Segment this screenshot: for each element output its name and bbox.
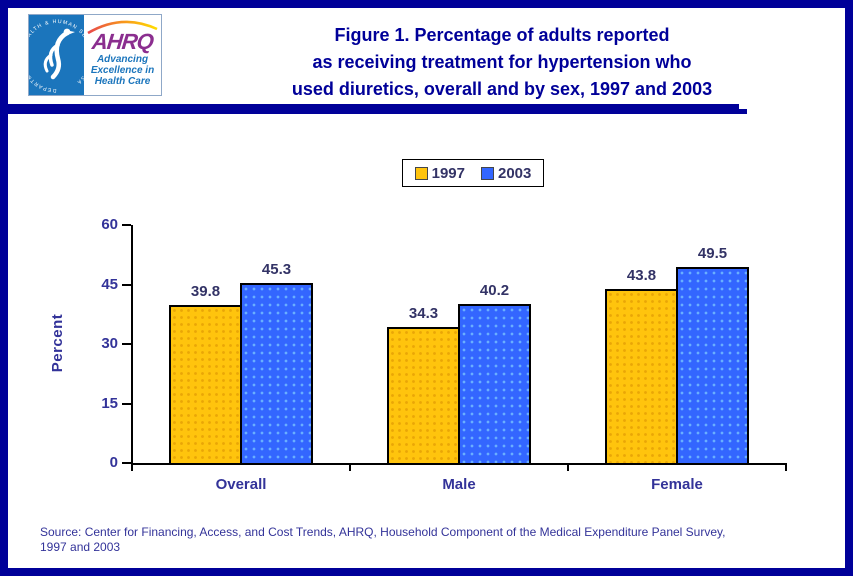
legend-swatch-1997 (414, 166, 428, 180)
ahrq-wordmark-block: AHRQ Advancing Excellence in Health Care (84, 15, 161, 95)
x-tick-0 (131, 465, 133, 471)
source-line-1: Source: Center for Financing, Access, an… (40, 525, 726, 539)
y-tick-label-15: 15 (101, 394, 118, 412)
y-tick-45 (122, 283, 131, 286)
bar-2003-female (676, 267, 749, 465)
bar-1997-female (605, 289, 678, 465)
plot-area: 0 15 30 45 60 39.8 45.3 Overall 34.3 40.2 Male 43.8… (8, 8, 845, 568)
ahrq-tagline: Advancing Excellence in Health Care (84, 54, 161, 87)
bar-value-2003-overall: 45.3 (261, 261, 292, 278)
legend-label-2003: 2003 (498, 164, 532, 182)
bar-value-1997-overall: 39.8 (190, 283, 221, 300)
source-line-2: 1997 and 2003 (40, 540, 121, 554)
figure-title: Figure 1. Percentage of adults reported … (152, 22, 845, 103)
y-tick-label-30: 30 (101, 335, 118, 352)
category-label-male: Male (442, 476, 476, 493)
y-tick-label-0: 0 (109, 454, 118, 471)
y-tick-15 (122, 402, 131, 405)
tagline-line-3: Health Care (94, 76, 151, 87)
y-tick-label-60: 60 (101, 216, 118, 233)
ahrq-arc-icon (87, 20, 158, 35)
hhs-eagle-icon: DEPARTMENT OF HEALTH & HUMAN SERVICES · … (29, 19, 84, 93)
legend-item-2003: 2003 (481, 165, 531, 182)
bar-value-1997-female: 43.8 (626, 267, 657, 284)
figure-title-line-2: as receiving treatment for hypertension … (312, 52, 692, 72)
bar-value-1997-male: 34.3 (408, 305, 439, 322)
header-rule (8, 104, 739, 114)
hhs-seal: DEPARTMENT OF HEALTH & HUMAN SERVICES · … (29, 15, 84, 95)
chart-legend: 1997 2003 (402, 159, 544, 187)
legend-label-1997: 1997 (431, 164, 465, 182)
bar-2003-male (458, 304, 531, 465)
figure-title-line-1: Figure 1. Percentage of adults reported (334, 25, 670, 45)
y-tick-label-45: 45 (101, 275, 118, 293)
figure-title-line-3: used diuretics, overall and by sex, 1997… (291, 79, 713, 99)
bar-value-2003-male: 40.2 (479, 282, 510, 299)
source-note: Source: Center for Financing, Access, an… (40, 525, 820, 555)
ahrq-logo: DEPARTMENT OF HEALTH & HUMAN SERVICES · … (28, 14, 162, 96)
x-tick-3 (785, 465, 787, 471)
tagline-line-1: Advancing (96, 54, 149, 65)
category-label-female: Female (651, 476, 703, 493)
y-tick-0 (122, 462, 131, 464)
tagline-line-2: Excellence in (90, 65, 155, 76)
x-tick-2 (567, 465, 569, 471)
header-rule-tail (739, 109, 747, 114)
bar-1997-overall (169, 305, 242, 465)
category-label-overall: Overall (215, 476, 267, 493)
legend-swatch-2003 (481, 166, 494, 180)
bar-value-2003-female: 49.5 (697, 245, 728, 262)
y-tick-60 (122, 224, 131, 226)
bar-1997-male (387, 327, 460, 465)
bar-2003-overall (240, 283, 313, 465)
y-axis-line (131, 225, 133, 463)
y-tick-30 (122, 343, 131, 345)
legend-item-1997: 1997 (414, 164, 465, 182)
x-tick-1 (349, 465, 351, 471)
